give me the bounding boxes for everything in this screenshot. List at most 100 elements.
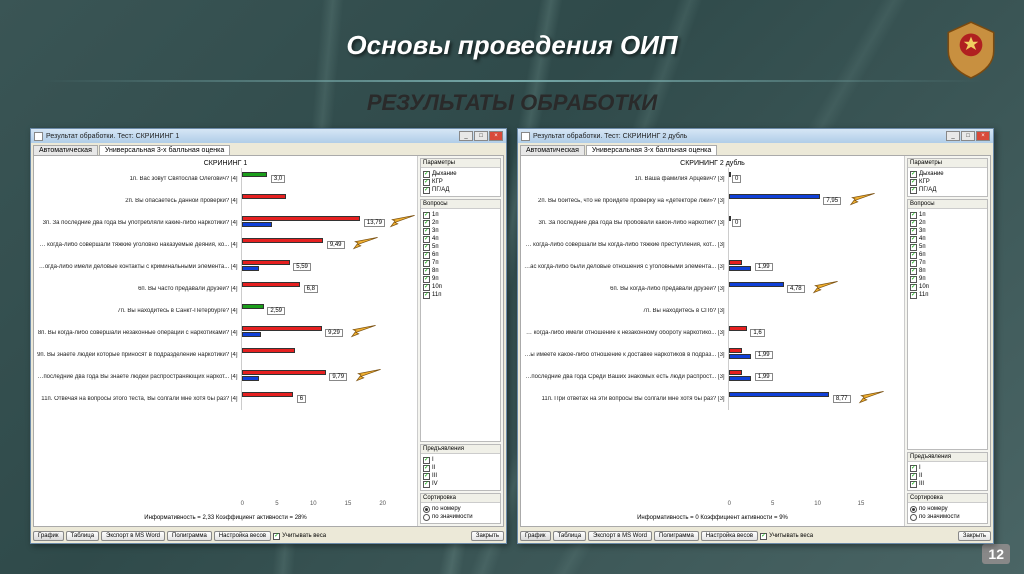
poligramma-button[interactable]: Полиграмма [167,531,212,541]
checkbox-question[interactable]: ✓6п [423,251,498,259]
checkbox-question[interactable]: ✓5п [423,243,498,251]
titlebar[interactable]: Результат обработки. Тест: СКРИНИНГ 2 ду… [518,129,993,143]
checkbox-uchit[interactable]: ✓Учитывать веса [760,532,813,540]
panel-parametry: Параметры✓Дыхание✓КГР✓ПГ/АД [907,158,988,197]
row-label: 3п. За последние два года Вы употребляли… [37,220,241,227]
checkbox-question[interactable]: ✓3п [910,227,985,235]
row-bars: 6 [241,388,414,410]
checkbox-pred[interactable]: ✓II [423,464,498,472]
tab-auto[interactable]: Автоматическая [520,145,585,155]
window-title: Результат обработки. Тест: СКРИНИНГ 2 ду… [533,133,687,140]
divider-line [40,80,984,82]
checkbox-question[interactable]: ✓9п [423,275,498,283]
bar [729,216,731,221]
poligramma-button[interactable]: Полиграмма [654,531,699,541]
bar [729,266,752,271]
chart-row: 2п. Вы боитесь, что не пройдете проверку… [524,190,901,212]
checkbox-question[interactable]: ✓8п [423,267,498,275]
tab-universal[interactable]: Универсальная 3-х балльная оценка [99,145,230,155]
arrow-icon [351,236,379,250]
tablica-button[interactable]: Таблица [553,531,587,541]
export-button[interactable]: Экспорт в MS Word [101,531,165,541]
checkbox-param[interactable]: ✓ПГ/АД [910,186,985,194]
maximize-button[interactable]: □ [961,131,975,141]
tab-universal[interactable]: Универсальная 3-х балльная оценка [586,145,717,155]
export-button[interactable]: Экспорт в MS Word [588,531,652,541]
checkbox-uchit[interactable]: ✓Учитывать веса [273,532,326,540]
radio-sort-num[interactable]: по номеру [910,505,985,513]
value-box: 4,78 [787,285,805,293]
checkbox-question[interactable]: ✓10п [910,283,985,291]
close-button[interactable]: × [976,131,990,141]
checkbox-question[interactable]: ✓1п [423,211,498,219]
checkbox-question[interactable]: ✓5п [910,243,985,251]
grafik-button[interactable]: График [33,531,64,541]
row-bars: 9,49 [241,234,414,256]
nastroika-button[interactable]: Настройка весов [214,531,271,541]
value-box: 0 [732,219,741,227]
value-box: 9,79 [329,373,347,381]
checkbox-pred[interactable]: ✓III [910,480,985,488]
chart-row: 2п. Вы опасаетесь данной проверки? [4] [37,190,414,212]
bar [242,260,290,265]
chart-row: 7п. Вы находитесь в Санкт-Петербурге? [4… [37,300,414,322]
checkbox-question[interactable]: ✓4п [910,235,985,243]
panel-title: Вопросы [421,200,500,209]
checkbox-question[interactable]: ✓3п [423,227,498,235]
checkbox-param[interactable]: ✓КГР [423,178,498,186]
checkbox-question[interactable]: ✓8п [910,267,985,275]
checkbox-question[interactable]: ✓4п [423,235,498,243]
checkbox-question[interactable]: ✓2п [423,219,498,227]
checkbox-question[interactable]: ✓2п [910,219,985,227]
close-button[interactable]: × [489,131,503,141]
row-bars [241,344,414,366]
checkbox-question[interactable]: ✓9п [910,275,985,283]
nastroika-button[interactable]: Настройка весов [701,531,758,541]
maximize-button[interactable]: □ [474,131,488,141]
minimize-button[interactable]: _ [459,131,473,141]
bar [242,222,272,227]
minimize-button[interactable]: _ [946,131,960,141]
tabs: Автоматическая Универсальная 3-х балльна… [31,143,506,155]
checkbox-question[interactable]: ✓11п [423,291,498,299]
row-bars: 13,79 [241,212,414,234]
checkbox-param[interactable]: ✓ПГ/АД [423,186,498,194]
row-bars [728,300,901,322]
chart-row: 1п. Вас зовут Святослав Олегович? [4] 3,… [37,168,414,190]
close-dialog-button[interactable]: Закрыть [471,531,504,541]
value-box: 1,99 [755,263,773,271]
checkbox-pred[interactable]: ✓I [423,456,498,464]
tablica-button[interactable]: Таблица [66,531,100,541]
chart-row: 5п. Вы когда-либо имели деловые контакты… [37,256,414,278]
checkbox-param[interactable]: ✓Дыхание [423,170,498,178]
radio-sort-num[interactable]: по номеру [423,505,498,513]
bar [729,376,752,381]
checkbox-question[interactable]: ✓7п [423,259,498,267]
app-icon [521,132,530,141]
checkbox-param[interactable]: ✓КГР [910,178,985,186]
checkbox-pred[interactable]: ✓I [910,464,985,472]
checkbox-question[interactable]: ✓11п [910,291,985,299]
panel-title: Сортировка [421,494,500,503]
radio-sort-zn[interactable]: по значимости [910,513,985,521]
checkbox-question[interactable]: ✓1п [910,211,985,219]
checkbox-question[interactable]: ✓6п [910,251,985,259]
tab-auto[interactable]: Автоматическая [33,145,98,155]
titlebar[interactable]: Результат обработки. Тест: СКРИНИНГ 1 _ … [31,129,506,143]
checkbox-pred[interactable]: ✓II [910,472,985,480]
value-box: 2,59 [267,307,285,315]
checkbox-pred[interactable]: ✓III [423,472,498,480]
window-title: Результат обработки. Тест: СКРИНИНГ 1 [46,133,179,140]
bar [729,282,784,287]
checkbox-param[interactable]: ✓Дыхание [910,170,985,178]
checkbox-question[interactable]: ✓7п [910,259,985,267]
grafik-button[interactable]: График [520,531,551,541]
bar [729,348,743,353]
value-box: 0 [732,175,741,183]
close-dialog-button[interactable]: Закрыть [958,531,991,541]
value-box: 1,6 [750,329,764,337]
checkbox-question[interactable]: ✓10п [423,283,498,291]
checkbox-pred[interactable]: ✓IV [423,480,498,488]
radio-sort-zn[interactable]: по значимости [423,513,498,521]
chart-row: 10п. За последние два года Вы знаете люд… [37,366,414,388]
